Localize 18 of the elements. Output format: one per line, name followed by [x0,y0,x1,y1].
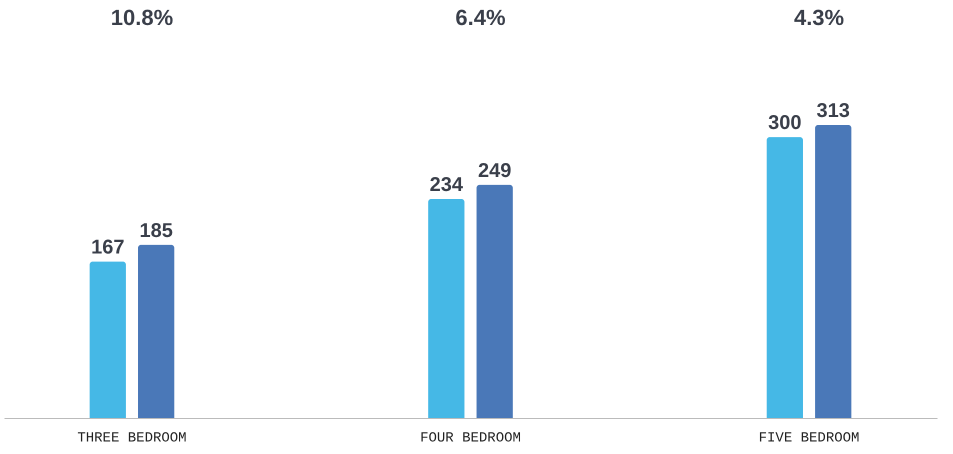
x-tick-label: THREE BEDROOM [77,430,187,446]
bar [815,125,852,418]
data-label: 249 [478,160,512,182]
data-label: 167 [91,236,124,259]
bar [138,244,174,418]
text: 4.3% [794,5,844,30]
x-tick-label: FIVE BEDROOM [758,430,860,446]
data-label: 313 [816,100,850,122]
data-label: 234 [430,174,464,196]
data-label: 185 [139,220,173,242]
data-label: 300 [768,112,802,134]
text: 10.8% [110,5,174,30]
bar [476,184,513,418]
bar [766,137,803,418]
bar [428,198,464,418]
text: 6.4% [455,5,506,30]
x-tick-label: FOUR BEDROOM [420,430,521,446]
bar [90,262,126,418]
